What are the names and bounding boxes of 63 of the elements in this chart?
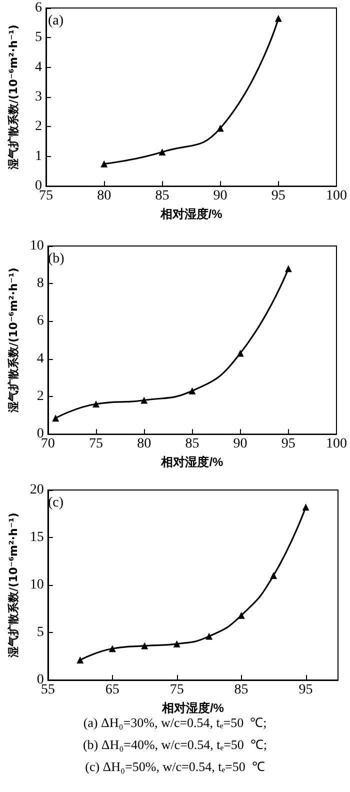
text: (a) ΔH₀=30%, w/c=0.54, tₑ=50 ℃;	[83, 715, 267, 730]
x-tick-label: 80	[97, 188, 112, 204]
y-tick-label: 5	[35, 30, 42, 46]
y-tick-label: 1	[35, 148, 42, 164]
point	[173, 640, 180, 648]
x-tick-label: 85	[234, 682, 248, 698]
y-tick-label: 10	[30, 238, 44, 254]
text: (c) ΔH₀=50%, w/c=0.54, tₑ=50 ℃	[85, 759, 265, 774]
x-tick-label: 90	[233, 436, 248, 452]
x-tick-label: 55	[40, 682, 55, 698]
point	[270, 572, 278, 579]
point	[52, 414, 60, 422]
y-axis-title: 湿气扩散系数/(10⁻⁶m²·h⁻¹)	[7, 268, 20, 414]
x-tick-label: 95	[271, 188, 286, 204]
point	[141, 642, 148, 650]
point	[216, 124, 224, 132]
y-tick-label: 4	[36, 351, 44, 366]
x-axis-title: 相对湿度/%	[160, 700, 224, 715]
point	[158, 148, 166, 156]
x-tick-label: 75	[170, 682, 184, 698]
point	[100, 160, 108, 168]
point	[206, 632, 213, 640]
x-tick-label: 85	[155, 188, 170, 204]
point	[92, 400, 100, 408]
x-tick-label: 65	[105, 682, 120, 698]
point	[302, 504, 310, 511]
y-tick-label: 6	[36, 314, 44, 329]
y-tick-label: 2	[36, 388, 44, 404]
y-tick-label: 10	[30, 578, 44, 592]
x-tick-label: 100	[326, 436, 347, 452]
y-tick-label: 5	[36, 625, 44, 640]
y-axis-title: 湿气扩散系数/(10⁻⁶m²·h⁻¹)	[7, 24, 20, 171]
point	[284, 265, 292, 272]
x-tick-label: 70	[40, 436, 55, 452]
y-tick-label: 2	[35, 119, 42, 134]
x-tick-label: 75	[39, 188, 53, 204]
annotation: (c)	[48, 496, 64, 510]
x-tick-label: 75	[89, 436, 103, 452]
y-tick-label: 3	[35, 90, 42, 105]
y-tick-label: 15	[30, 530, 44, 545]
point	[76, 656, 84, 664]
x-tick-label: 100	[326, 188, 347, 204]
y-tick-label: 4	[35, 60, 42, 75]
x-tick-label: 85	[185, 436, 200, 452]
y-tick-label: 6	[35, 0, 42, 16]
y-axis-title: 湿气扩散系数/(10⁻⁶m²·h⁻¹)	[7, 512, 20, 658]
point	[188, 387, 196, 394]
annotation: (b)	[48, 252, 65, 266]
point	[274, 14, 282, 22]
point	[236, 350, 244, 357]
annotation: (a)	[48, 14, 64, 28]
x-axis-title: 相对湿度/%	[160, 455, 224, 469]
x-axis-title: 相对湿度/%	[159, 207, 223, 221]
x-tick-label: 90	[213, 188, 228, 204]
point	[108, 645, 116, 652]
y-tick-label: 20	[30, 482, 44, 498]
text: (b) ΔH₀=40%, w/c=0.54, tₑ=50 ℃;	[82, 737, 268, 752]
x-tick-label: 95	[298, 682, 313, 698]
point	[140, 396, 148, 404]
x-tick-label: 95	[281, 436, 296, 452]
y-tick-label: 8	[36, 276, 44, 292]
point	[238, 612, 245, 619]
x-tick-label: 80	[137, 436, 152, 452]
